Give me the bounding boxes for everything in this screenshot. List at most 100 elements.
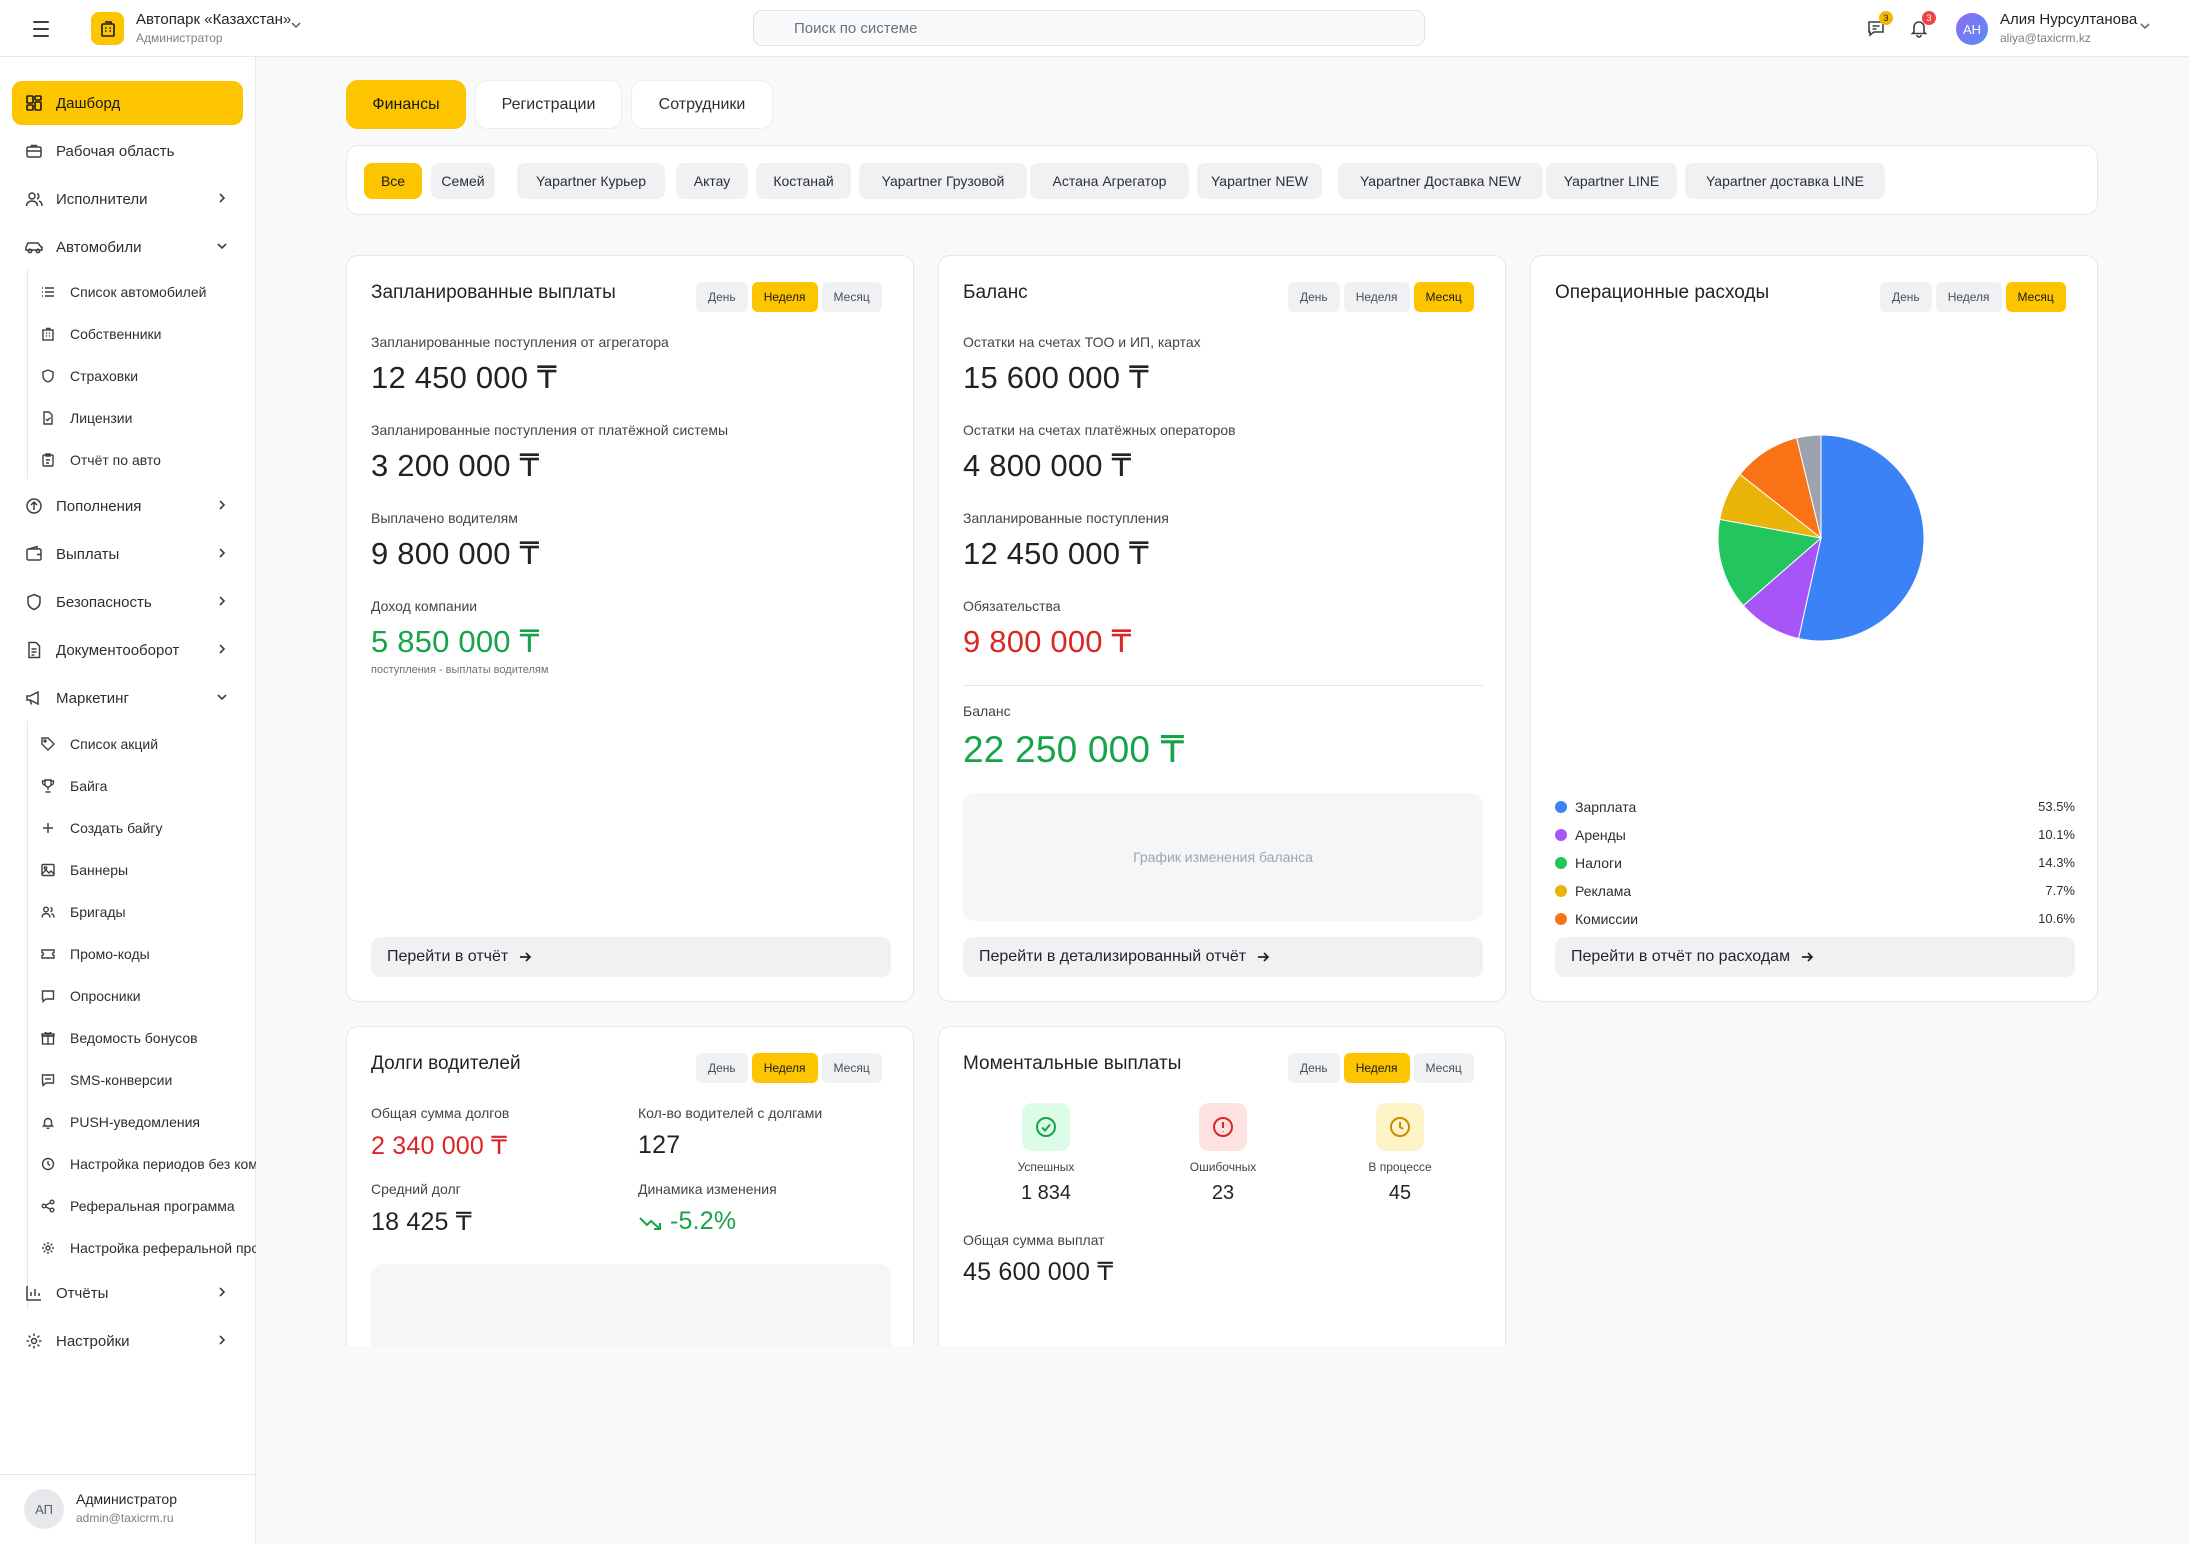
sidebar-subitem-label: Баннеры [70,862,129,878]
period-selector: День Неделя Месяц [1880,282,2066,312]
sidebar-subitem-licenses[interactable]: Лицензии [40,401,256,435]
sidebar-subitem-label: SMS-конверсии [70,1072,173,1088]
user-avatar[interactable]: АН [1956,13,1988,45]
instant-sum-value: 45 600 000 ₸ [963,1258,1114,1286]
sidebar-subitem-label: Собственники [70,326,162,342]
sidebar-subitem-referral-settings[interactable]: Настройка реферальной программы [40,1231,256,1265]
pie-slice[interactable] [1796,434,1822,539]
filter-chip[interactable]: Астана Агрегатор [1030,163,1189,199]
go-to-expenses-report-button[interactable]: Перейти в отчёт по расходам [1555,937,2075,977]
chevron-down-icon[interactable] [289,18,303,32]
sidebar-subitem-insurance[interactable]: Страховки [40,359,256,393]
sidebar-subitem-promotions[interactable]: Список акций [40,727,256,761]
go-to-report-button[interactable]: Перейти в отчёт [371,937,891,977]
sidebar-item-reports[interactable]: Отчёты [12,1271,243,1315]
period-week[interactable]: Неделя [1343,1053,1410,1083]
tab-employees[interactable]: Сотрудники [631,80,773,129]
chevron-down-icon[interactable] [2138,19,2152,33]
sidebar-item-label: Документооборот [56,641,180,659]
sidebar-subitem-commission-free[interactable]: Настройка периодов без комиссии [40,1147,256,1181]
user-name[interactable]: Алия Нурсултанова [2000,11,2138,28]
sidebar-item-label: Маркетинг [56,689,129,707]
sidebar-item-topups[interactable]: Пополнения [12,484,243,528]
sidebar-item-marketing[interactable]: Маркетинг [12,676,243,720]
filter-chip[interactable]: Костанай [756,163,851,199]
footer-email: admin@taxicrm.ru [76,1511,174,1525]
chevron-right-icon [219,1335,226,1345]
sidebar-item-performers[interactable]: Исполнители [12,177,243,221]
sidebar-item-security[interactable]: Безопасность [12,580,243,624]
users-icon [24,189,44,209]
period-week[interactable]: Неделя [1343,282,1410,312]
period-week[interactable]: Неделя [751,1053,818,1083]
period-week[interactable]: Неделя [1935,282,2002,312]
sidebar-item-dashboard[interactable]: Дашборд [12,81,243,125]
filter-chip[interactable]: Yapartner доставка LINE [1685,163,1885,199]
sidebar-item-workspace[interactable]: Рабочая область [12,129,243,173]
sidebar-subitem-create-baiga[interactable]: Создать байгу [40,811,256,845]
sidebar-subitem-surveys[interactable]: Опросники [40,979,256,1013]
sidebar-subitem-baiga[interactable]: Байга [40,769,256,803]
tab-finance[interactable]: Финансы [346,80,466,129]
period-month[interactable]: Месяц [2005,282,2066,312]
building-icon [40,326,56,342]
sidebar-subitem-banners[interactable]: Баннеры [40,853,256,887]
sidebar-subitem-label: Промо-коды [70,946,150,962]
sidebar-item-label: Исполнители [56,190,148,208]
filter-chip[interactable]: Актау [676,163,748,199]
car-icon [24,237,44,257]
period-day[interactable]: День [1288,282,1340,312]
arrow-right-icon [1802,952,1814,962]
pie-slice[interactable] [1739,437,1822,540]
filter-chip[interactable]: Yapartner Доставка NEW [1338,163,1543,199]
period-day[interactable]: День [1880,282,1932,312]
sidebar-item-label: Автомобили [56,238,142,256]
filter-chip[interactable]: Семей [431,163,495,199]
sidebar-subitem-car-report[interactable]: Отчёт по авто [40,443,256,477]
sidebar-subitem-sms-conversions[interactable]: SMS-конверсии [40,1063,256,1097]
sidebar-subitem-referral[interactable]: Реферальная программа [40,1189,256,1223]
filter-chip[interactable]: Yapartner LINE [1546,163,1677,199]
pie-slice[interactable] [1717,518,1823,607]
filter-chip[interactable]: Yapartner NEW [1197,163,1322,199]
period-month[interactable]: Месяц [1413,1053,1474,1083]
sidebar-subitem-label: Список автомобилей [70,284,207,300]
sidebar-subitem-bonus-sheet[interactable]: Ведомость бонусов [40,1021,256,1055]
filter-chip[interactable]: Yapartner Грузовой [859,163,1027,199]
tab-registrations[interactable]: Регистрации [475,80,622,129]
metric-label: Доход компании [371,598,478,614]
sidebar-item-payouts[interactable]: Выплаты [12,532,243,576]
card-title: Баланс [963,282,1028,303]
chevron-right-icon [219,193,226,203]
period-week[interactable]: Неделя [751,282,818,312]
menu-toggle-button[interactable] [28,16,54,42]
filter-chip[interactable]: Все [364,163,422,199]
period-day[interactable]: День [696,1053,748,1083]
pie-slice[interactable] [1797,434,1925,642]
legend-label: Налоги [1575,855,1622,871]
org-name[interactable]: Автопарк «Казахстан» [136,11,292,28]
briefcase-icon [24,141,44,161]
period-day[interactable]: День [1288,1053,1340,1083]
sidebar-subitem-owners[interactable]: Собственники [40,317,256,351]
sidebar-subitem-push[interactable]: PUSH-уведомления [40,1105,256,1139]
messages-button[interactable]: 3 [1862,11,1893,42]
period-month[interactable]: Месяц [821,1053,882,1083]
sidebar-subitem-promo-codes[interactable]: Промо-коды [40,937,256,971]
period-day[interactable]: День [696,282,748,312]
sidebar-footer[interactable]: АП Администратор admin@taxicrm.ru [0,1474,255,1544]
notifications-button[interactable]: 3 [1905,11,1936,42]
sidebar-item-documents[interactable]: Документооборот [12,628,243,672]
filter-chip[interactable]: Yapartner Курьер [517,163,665,199]
sidebar-item-label: Рабочая область [56,142,175,160]
go-to-detailed-report-button[interactable]: Перейти в детализированный отчёт [963,937,1483,977]
sidebar-subitem-car-list[interactable]: Список автомобилей [40,275,256,309]
search-input[interactable]: Поиск по системе [753,10,1425,46]
alert-circle-icon [1199,1103,1247,1151]
sidebar-item-settings[interactable]: Настройки [12,1319,243,1363]
top-header: Автопарк «Казахстан» Администратор Поиск… [0,0,2189,57]
sidebar-item-cars[interactable]: Автомобили [12,225,243,269]
sidebar-subitem-brigades[interactable]: Бригады [40,895,256,929]
period-month[interactable]: Месяц [1413,282,1474,312]
period-month[interactable]: Месяц [821,282,882,312]
